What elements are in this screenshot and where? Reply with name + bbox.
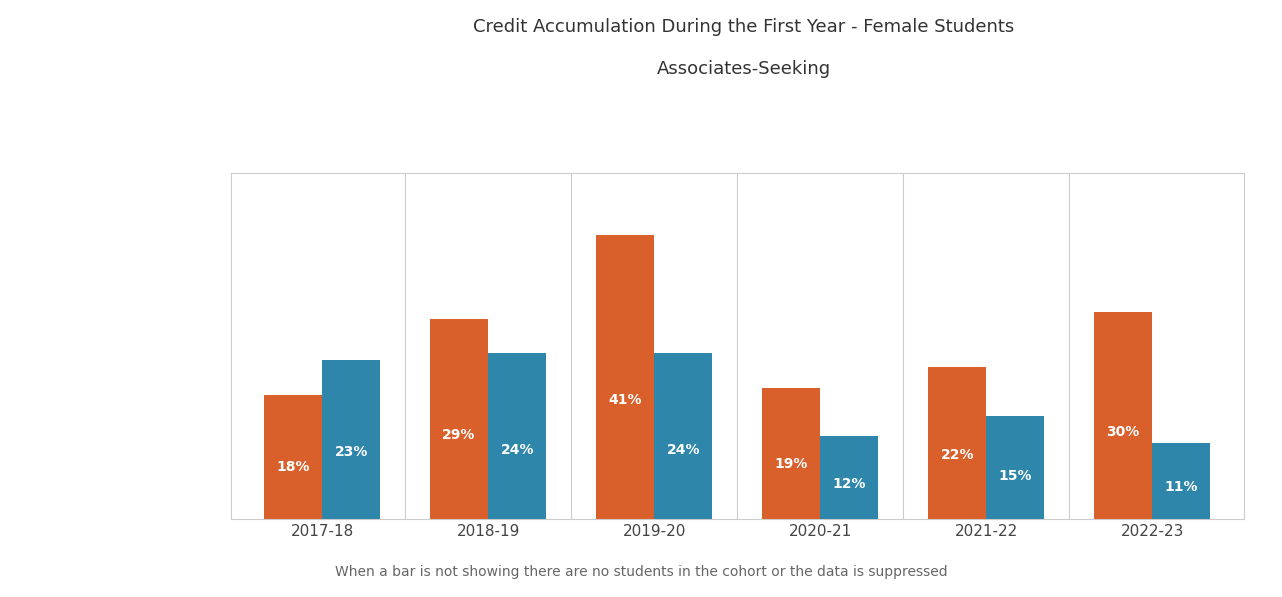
Bar <box>429 319 488 519</box>
Text: 19%: 19% <box>774 457 808 471</box>
Bar <box>820 436 878 519</box>
Bar <box>762 388 820 519</box>
Text: 29%: 29% <box>442 428 476 442</box>
Text: 24%: 24% <box>667 442 700 457</box>
Bar <box>1094 312 1153 519</box>
Bar <box>928 367 986 519</box>
Text: 15%: 15% <box>999 469 1032 483</box>
Text: 12%: 12% <box>832 478 865 491</box>
Text: 22%: 22% <box>941 448 974 463</box>
Text: 24%: 24% <box>500 442 533 457</box>
Bar <box>488 353 546 519</box>
Text: Credit Accumulation During the First Year - Female Students: Credit Accumulation During the First Yea… <box>473 18 1014 36</box>
Bar <box>654 353 713 519</box>
Bar <box>1153 443 1210 519</box>
Text: When a bar is not showing there are no students in the cohort or the data is sup: When a bar is not showing there are no s… <box>335 565 947 579</box>
Bar <box>264 395 322 519</box>
Bar <box>596 235 654 519</box>
Text: 11%: 11% <box>1164 481 1197 494</box>
Bar <box>322 360 381 519</box>
Text: 41%: 41% <box>609 393 642 407</box>
Text: Associates-Seeking: Associates-Seeking <box>656 60 831 78</box>
Bar <box>986 416 1045 519</box>
Text: 23%: 23% <box>335 445 368 460</box>
Text: 18%: 18% <box>277 460 310 474</box>
Text: 30%: 30% <box>1106 425 1140 439</box>
